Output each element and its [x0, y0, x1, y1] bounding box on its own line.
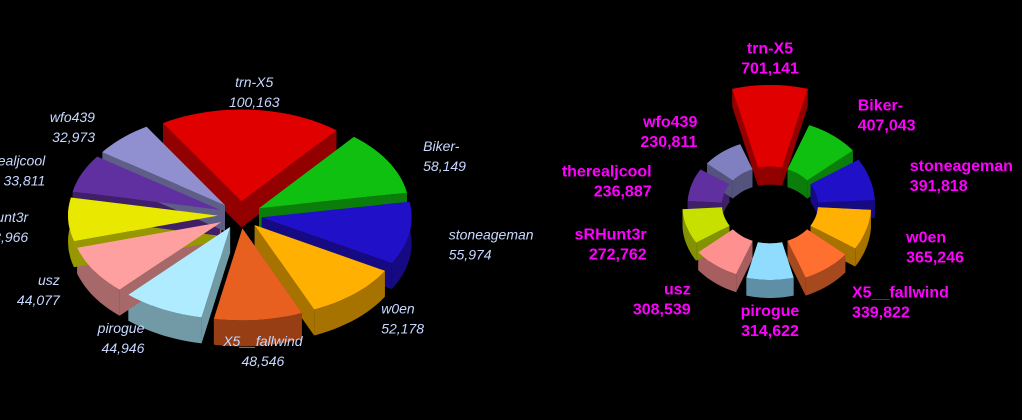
slice-label: Biker-	[423, 138, 460, 154]
tops	[682, 85, 875, 280]
slice	[698, 229, 753, 275]
slice	[259, 136, 407, 209]
slice-value-label: 48,546	[241, 353, 284, 369]
slice-value-label: 230,811	[640, 134, 697, 151]
slice-label: pirogue	[741, 303, 800, 320]
slice-side-edge	[736, 240, 753, 293]
slice-value-label: 55,974	[449, 246, 492, 262]
slice-value-label: 38,966	[0, 229, 28, 245]
tops	[68, 109, 412, 321]
slice-label: sRHunt3r	[0, 209, 30, 225]
slice-side-inner	[757, 166, 783, 186]
slice	[732, 85, 808, 168]
slice-value-label: 701,141	[741, 61, 799, 78]
slice	[254, 225, 385, 310]
slice-label: trn-X5	[747, 41, 793, 58]
slice-label: sRHunt3r	[575, 226, 647, 243]
slice	[72, 156, 220, 210]
slice-label: X5__fallwind	[852, 284, 949, 301]
slice	[810, 159, 875, 203]
slice	[163, 109, 337, 202]
slice	[687, 169, 730, 203]
slice	[787, 229, 846, 278]
slice-value-label: 308,539	[633, 302, 691, 319]
slice-label: usz	[38, 272, 60, 288]
slice	[102, 126, 225, 206]
slice-label: stoneageman	[910, 158, 1013, 175]
slice-value-label: 272,762	[589, 246, 647, 263]
slice-side-outer	[391, 201, 412, 290]
labels: trn-X5 100,163 Biker- 58,149 stoneageman 55,9…	[0, 74, 534, 369]
slice-label: wfo439	[50, 109, 95, 125]
slice	[213, 228, 302, 321]
slice	[261, 201, 412, 264]
slice-side-edge	[787, 240, 806, 296]
slice-value-label: 339,822	[852, 304, 910, 321]
slice-side-edge	[732, 88, 758, 186]
slice	[787, 125, 853, 181]
slice-label: usz	[664, 282, 691, 299]
slice	[77, 222, 222, 290]
slice-label: w0en	[905, 230, 946, 247]
slice-value-label: 365,246	[906, 250, 964, 267]
slice-value-label: 44,946	[102, 340, 145, 356]
slice-side-outer	[746, 277, 794, 298]
slice-value-label: 58,149	[423, 158, 466, 174]
slice-value-label: 44,077	[17, 292, 61, 308]
slice-side-outer	[855, 209, 871, 267]
slice-side-edge	[241, 130, 337, 228]
slice-side-edge	[782, 88, 808, 186]
slice-side-outer	[682, 209, 697, 261]
slice	[810, 207, 871, 249]
slice-label: trn-X5	[235, 74, 273, 90]
slice-label: X5__fallwind	[222, 333, 304, 349]
slice	[128, 227, 231, 318]
slice-value-label: 100,163	[229, 94, 280, 110]
slice-value-label: 314,622	[741, 323, 799, 340]
slice-label: w0en	[381, 301, 415, 317]
slice	[682, 207, 730, 243]
slice-label: pirogue	[97, 320, 145, 336]
slice-side-edge	[254, 225, 315, 336]
slice-label: wfo439	[642, 114, 697, 131]
slice-value-label: 407,043	[858, 118, 916, 135]
slice-side-outer	[213, 312, 302, 347]
slice-label: Biker-	[858, 98, 903, 115]
slice-value-label: 391,818	[910, 178, 968, 195]
slice-value-label: 236,887	[594, 183, 652, 200]
slice-value-label: 52,178	[381, 321, 424, 337]
slice-value-label: 32,973	[52, 129, 95, 145]
slice-side-edge	[163, 123, 242, 228]
slice-value-label: 33,811	[3, 172, 45, 188]
slice	[707, 144, 753, 181]
slice-label: stoneageman	[449, 226, 534, 242]
slice	[68, 197, 218, 242]
slice-label: therealjcool	[0, 152, 46, 168]
slice-label: therealjcool	[562, 163, 652, 180]
labels: trn-X5 701,141 Biker- 407,043 stoneageman 391…	[562, 41, 1013, 340]
slice	[746, 242, 794, 280]
